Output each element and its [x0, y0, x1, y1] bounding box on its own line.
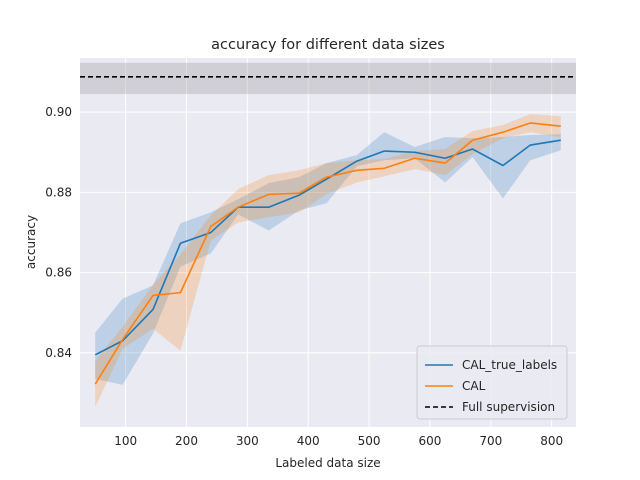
legend-label-cal-true-labels: CAL_true_labels: [462, 358, 557, 372]
legend: CAL_true_labels CAL Full supervision: [416, 345, 568, 420]
y-tick-label: 0.86: [45, 266, 72, 280]
chart-title: accuracy for different data sizes: [211, 37, 445, 53]
x-tick-label: 500: [358, 434, 381, 448]
legend-label-full-supervision: Full supervision: [462, 400, 555, 414]
legend-label-cal: CAL: [462, 379, 486, 393]
x-tick-label: 700: [479, 434, 502, 448]
y-axis-ticks: 0.84 0.86 0.88 0.90: [45, 105, 72, 360]
legend-frame: [416, 345, 568, 420]
x-tick-label: 100: [114, 434, 137, 448]
cal-true-labels-line: [94, 139, 561, 356]
x-tick-label: 300: [236, 434, 259, 448]
full-supervision-band: [80, 62, 576, 95]
x-tick-label: 800: [540, 434, 563, 448]
x-tick-label: 200: [175, 434, 198, 448]
cal-line: [94, 122, 561, 385]
y-tick-label: 0.84: [45, 346, 72, 360]
y-axis-label: accuracy: [24, 215, 38, 269]
x-axis-label: Labeled data size: [275, 456, 380, 470]
cal-band: [95, 114, 561, 407]
x-tick-label: 600: [418, 434, 441, 448]
x-axis-ticks: 100 200 300 400 500 600 700 800: [114, 434, 563, 448]
series-lines: [80, 76, 576, 385]
y-tick-label: 0.90: [45, 105, 72, 119]
y-tick-label: 0.88: [45, 185, 72, 199]
x-tick-label: 400: [297, 434, 320, 448]
